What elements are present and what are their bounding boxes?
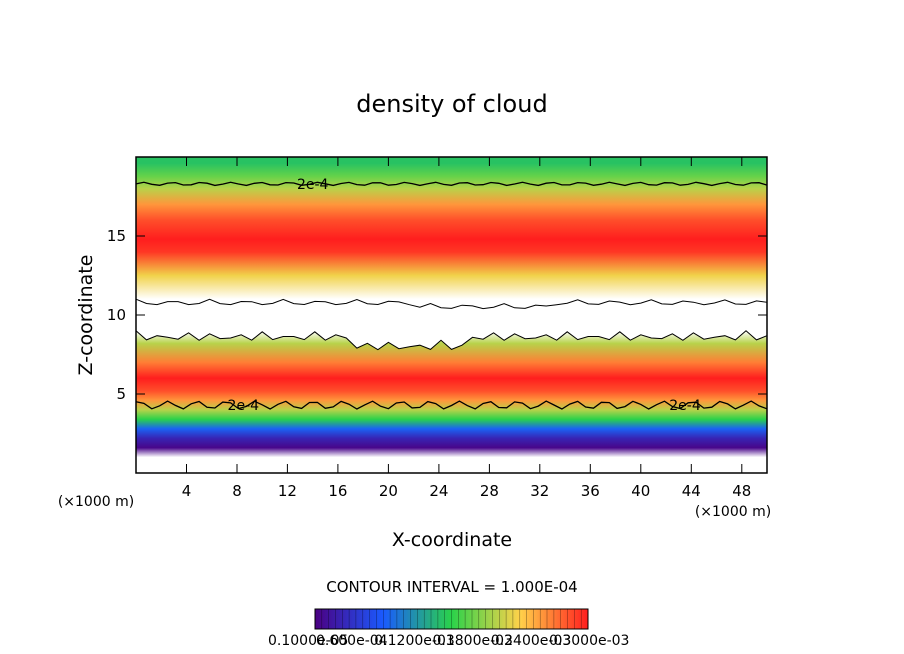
y-axis-ticks: 5 10 15 [107,227,767,403]
x-tick-label: 24 [429,482,448,500]
contour-label: 2e-4 [297,177,329,193]
x-unit-label-right: (×1000 m) [695,504,771,520]
colorbar-label: 0.2400e-03 [491,633,571,649]
plot-area: 2e-4 2e-4 2e-4 [135,156,768,474]
x-tick-label: 12 [278,482,297,500]
contour-label: 2e-4 [228,398,260,414]
contour-line [135,400,768,410]
contour-label: 2e-4 [669,398,701,414]
colorbar-label-min: 0.1000e-05 [268,633,348,649]
x-tick-label: 40 [631,482,650,500]
colorbar-frame [314,608,589,630]
y-axis-label: Z-coordinate [75,255,97,376]
colorbar-label: 0.600e-04 [316,633,388,649]
x-unit-label-left: (×1000 m) [58,494,134,510]
y-tick-label: 10 [107,306,126,324]
x-tick-label: 28 [480,482,499,500]
colorbar-dividers [321,609,582,629]
contour-interval-text: CONTOUR INTERVAL = 1.000E-04 [326,578,577,596]
x-axis-ticks: 4 8 12 16 20 24 28 32 36 40 44 48 [182,157,751,500]
field-features: 2e-4 2e-4 2e-4 [135,177,768,414]
colorbar: 0.1000e-05 0.600e-040.1200e-030.1800e-03… [268,608,629,649]
colorbar-label: 0.1800e-03 [433,633,513,649]
chart-title: density of cloud [356,90,547,118]
colorbar-overlap-labels: 0.600e-040.1200e-030.1800e-030.2400e-030… [316,633,629,649]
x-axis-label: X-coordinate [392,529,512,551]
x-tick-label: 44 [682,482,701,500]
x-tick-label: 36 [581,482,600,500]
colorbar-label: 0.1200e-03 [374,633,454,649]
y-tick-label: 5 [116,385,126,403]
x-tick-label: 4 [182,482,192,500]
y-tick-label: 15 [107,227,126,245]
contour-line [135,181,768,187]
x-tick-label: 32 [530,482,549,500]
x-tick-label: 48 [732,482,751,500]
x-tick-label: 8 [232,482,242,500]
colorbar-label: 0.3000e-03 [549,633,629,649]
x-tick-label: 20 [379,482,398,500]
x-tick-label: 16 [328,482,347,500]
